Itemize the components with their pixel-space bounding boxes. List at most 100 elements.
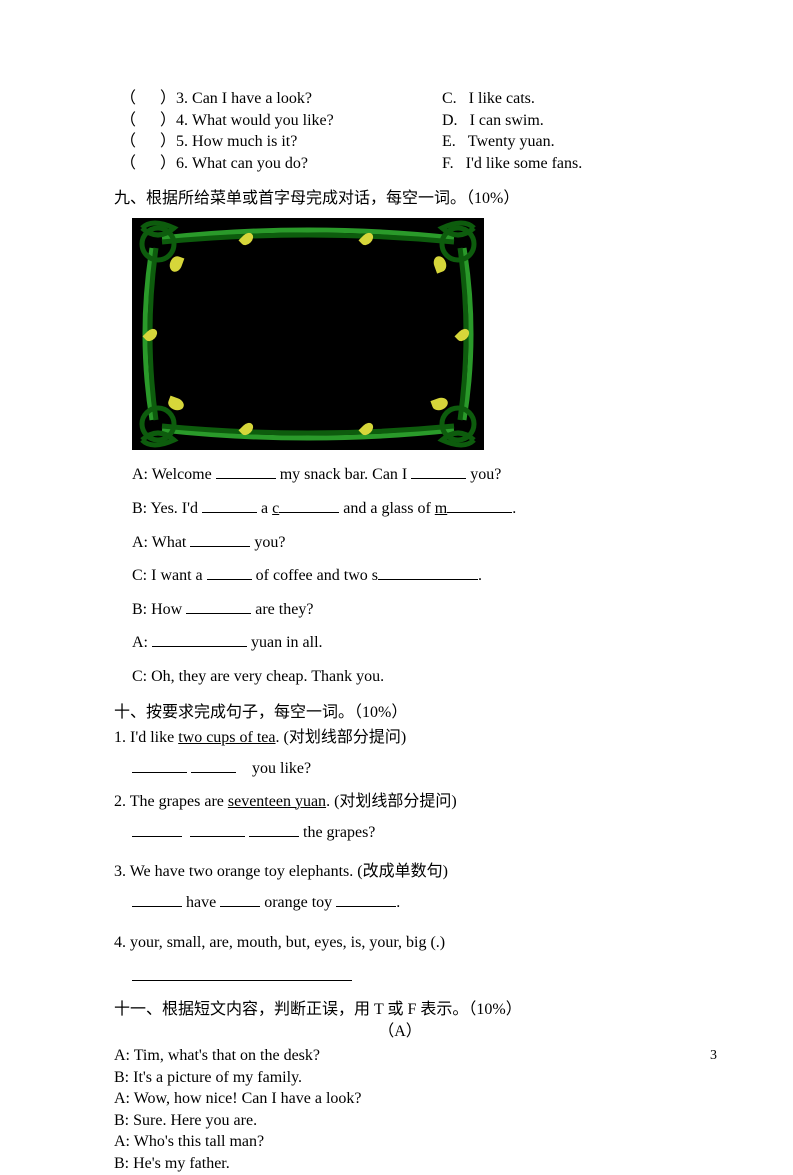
blank[interactable] bbox=[411, 462, 466, 480]
blank[interactable] bbox=[378, 562, 478, 580]
text: B: Yes. I'd bbox=[132, 500, 202, 517]
text: A: What bbox=[132, 534, 190, 551]
page-number: 3 bbox=[710, 1048, 717, 1064]
q1-answer: you like? bbox=[132, 753, 680, 786]
text: you? bbox=[250, 534, 285, 551]
text: are they? bbox=[251, 601, 313, 618]
match-right: D. I can swim. bbox=[442, 110, 680, 132]
section-11-title: 十一、根据短文内容，判断正误，用 T 或 F 表示。（10%） bbox=[114, 995, 680, 1019]
dialog-c2: C: Oh, they are very cheap. Thank you. bbox=[132, 660, 680, 694]
dialog-a2: A: What you? bbox=[132, 526, 680, 560]
dialog-a1: A: Welcome my snack bar. Can I you? bbox=[132, 458, 680, 492]
q2-answer: the grapes? bbox=[132, 817, 680, 850]
q-num: 3 bbox=[176, 90, 184, 107]
page: （ ）3. Can I have a look? C. I like cats.… bbox=[0, 0, 793, 1122]
matching-block: （ ）3. Can I have a look? C. I like cats.… bbox=[120, 88, 680, 174]
blank[interactable] bbox=[220, 889, 260, 907]
text: . bbox=[512, 500, 516, 517]
dialog-line: A: Tim, what's that on the desk? bbox=[114, 1045, 680, 1067]
text: 1. I'd like bbox=[114, 729, 178, 746]
match-left: （ ）4. What would you like? bbox=[120, 110, 442, 132]
blank[interactable] bbox=[132, 963, 352, 981]
blank[interactable] bbox=[152, 630, 247, 648]
match-row: （ ）5. How much is it? E. Twenty yuan. bbox=[120, 131, 680, 153]
content: （ ）3. Can I have a look? C. I like cats.… bbox=[120, 88, 680, 1175]
q1: 1. I'd like two cups of tea. (对划线部分提问) bbox=[114, 722, 680, 753]
text: and a glass of bbox=[339, 500, 435, 517]
opt-letter: D. bbox=[442, 112, 458, 129]
q4: 4. your, small, are, mouth, but, eyes, i… bbox=[114, 927, 680, 958]
blank[interactable] bbox=[202, 495, 257, 513]
match-left: （ ）5. How much is it? bbox=[120, 131, 442, 153]
blank[interactable] bbox=[207, 562, 252, 580]
blank[interactable] bbox=[190, 819, 245, 837]
blank[interactable] bbox=[132, 889, 182, 907]
match-row: （ ）4. What would you like? D. I can swim… bbox=[120, 110, 680, 132]
blank[interactable] bbox=[447, 495, 512, 513]
match-row: （ ）6. What can you do? F. I'd like some … bbox=[120, 153, 680, 175]
text: B: How bbox=[132, 601, 186, 618]
text-underlined: m bbox=[435, 500, 447, 517]
decorative-frame bbox=[132, 218, 680, 450]
text: of coffee and two s bbox=[252, 567, 378, 584]
text-underlined: seventeen yuan bbox=[228, 793, 326, 810]
q-num: 5 bbox=[176, 133, 184, 150]
q-text: What would you like? bbox=[192, 112, 334, 129]
blank[interactable] bbox=[186, 596, 251, 614]
match-right: F. I'd like some fans. bbox=[442, 153, 680, 175]
text: . (对划线部分提问) bbox=[276, 729, 407, 746]
q4-answer bbox=[132, 961, 680, 994]
q-text: How much is it? bbox=[192, 133, 297, 150]
section-9-title: 九、根据所给菜单或首字母完成对话，每空一词。（10%） bbox=[114, 184, 680, 208]
blank[interactable] bbox=[132, 755, 187, 773]
blank[interactable] bbox=[132, 819, 182, 837]
text-underlined: c bbox=[272, 500, 279, 517]
text: my snack bar. Can I bbox=[276, 466, 412, 483]
q3-answer: have orange toy . bbox=[132, 887, 680, 920]
match-left: （ ）6. What can you do? bbox=[120, 153, 442, 175]
vine-frame bbox=[132, 218, 484, 450]
text: A: Welcome bbox=[132, 466, 216, 483]
q-text: Can I have a look? bbox=[192, 90, 312, 107]
text-underlined: two cups of tea bbox=[178, 729, 275, 746]
text: . bbox=[478, 567, 482, 584]
opt-text: Twenty yuan. bbox=[468, 133, 555, 150]
section-10-title: 十、按要求完成句子，每空一词。（10%） bbox=[114, 698, 680, 722]
opt-letter: C. bbox=[442, 90, 457, 107]
blank[interactable] bbox=[336, 889, 396, 907]
text: A: bbox=[132, 634, 152, 651]
text: have bbox=[182, 894, 220, 911]
dialog-line: B: It's a picture of my family. bbox=[114, 1067, 680, 1089]
dialog-c1: C: I want a of coffee and two s. bbox=[132, 559, 680, 593]
match-row: （ ）3. Can I have a look? C. I like cats. bbox=[120, 88, 680, 110]
blank[interactable] bbox=[191, 755, 236, 773]
q2: 2. The grapes are seventeen yuan. (对划线部分… bbox=[114, 786, 680, 817]
vine-border-svg bbox=[132, 218, 484, 450]
match-right: C. I like cats. bbox=[442, 88, 680, 110]
opt-letter: F. bbox=[442, 155, 454, 172]
text: orange toy bbox=[260, 894, 336, 911]
match-right: E. Twenty yuan. bbox=[442, 131, 680, 153]
dialog-a3: A: yuan in all. bbox=[132, 626, 680, 660]
opt-text: I like cats. bbox=[469, 90, 535, 107]
text: . (对划线部分提问) bbox=[326, 793, 457, 810]
text: C: I want a bbox=[132, 567, 207, 584]
opt-text: I'd like some fans. bbox=[466, 155, 583, 172]
blank[interactable] bbox=[190, 529, 250, 547]
text: 2. The grapes are bbox=[114, 793, 228, 810]
dialog-b1: B: Yes. I'd a c and a glass of m. bbox=[132, 492, 680, 526]
blank[interactable] bbox=[279, 495, 339, 513]
text: yuan in all. bbox=[247, 634, 323, 651]
blank[interactable] bbox=[216, 462, 276, 480]
text: the grapes? bbox=[299, 824, 375, 841]
dialog-b2: B: How are they? bbox=[132, 593, 680, 627]
q-num: 6 bbox=[176, 155, 184, 172]
dialog-line: B: Sure. Here you are. bbox=[114, 1110, 680, 1132]
opt-letter: E. bbox=[442, 133, 456, 150]
q3: 3. We have two orange toy elephants. (改成… bbox=[114, 856, 680, 887]
blank[interactable] bbox=[249, 819, 299, 837]
text: you like? bbox=[248, 760, 311, 777]
q-text: What can you do? bbox=[192, 155, 308, 172]
text: a bbox=[257, 500, 272, 517]
dialog-line: B: He's my father. bbox=[114, 1153, 680, 1175]
